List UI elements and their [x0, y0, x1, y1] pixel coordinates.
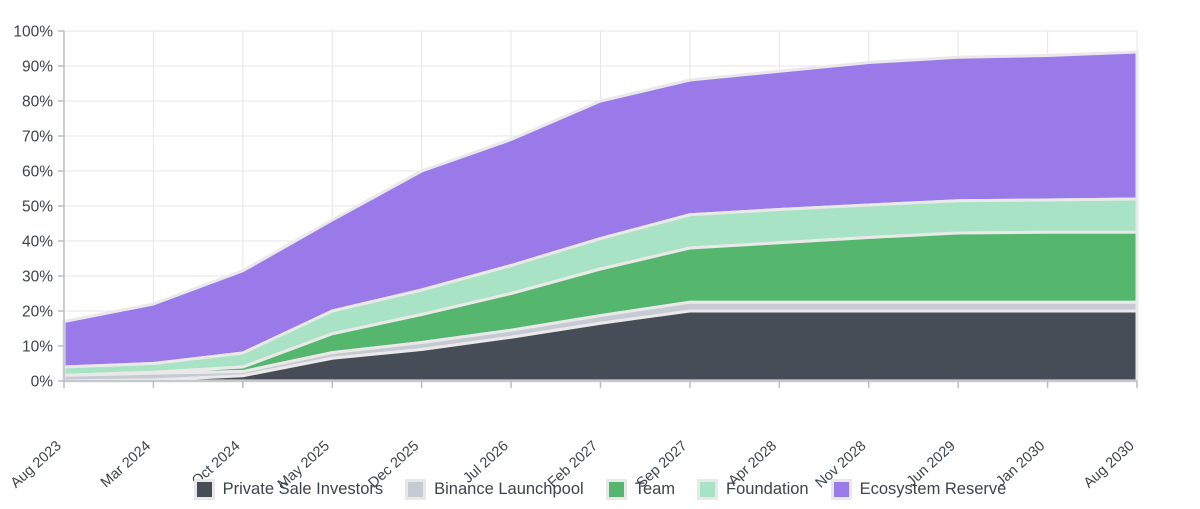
legend-item-label: Ecosystem Reserve	[859, 480, 1007, 498]
legend-swatch-icon	[697, 479, 719, 500]
legend-item[interactable]: Binance Launchpool	[405, 479, 584, 500]
y-axis-tick-label: 10%	[22, 339, 53, 356]
y-axis-tick-label: 20%	[22, 304, 53, 321]
y-axis-tick-label: 100%	[13, 24, 53, 41]
area-series-group	[62, 50, 1139, 383]
legend-item-label: Foundation	[726, 480, 809, 498]
y-axis-tick-label: 90%	[22, 59, 53, 76]
legend-swatch-icon	[405, 479, 427, 500]
legend-item[interactable]: Private Sale Investors	[193, 479, 384, 500]
legend-swatch-icon	[193, 479, 215, 500]
legend-item[interactable]: Foundation	[697, 479, 809, 500]
legend-item-label: Private Sale Investors	[222, 480, 384, 498]
legend-item-label: Team	[634, 480, 676, 498]
legend-swatch-icon	[605, 479, 627, 500]
y-axis-tick-label: 40%	[22, 234, 53, 251]
chart-legend: Private Sale Investors Binance Launchpool…	[0, 470, 1200, 509]
legend-item[interactable]: Ecosystem Reserve	[830, 479, 1007, 500]
y-axis-tick-label: 70%	[22, 129, 53, 146]
y-axis-tick-label: 50%	[22, 199, 53, 216]
legend-item-label: Binance Launchpool	[434, 480, 584, 498]
y-axis-ticks: 0% 10% 20% 30% 40% 50% 60% 70% 80% 90% 100%	[13, 24, 64, 391]
y-axis-tick-label: 80%	[22, 94, 53, 111]
y-axis-tick-label: 0%	[31, 374, 54, 391]
legend-swatch-icon	[830, 479, 852, 500]
legend-item[interactable]: Team	[605, 479, 676, 500]
y-axis-tick-label: 30%	[22, 269, 53, 286]
y-axis-tick-label: 60%	[22, 164, 53, 181]
